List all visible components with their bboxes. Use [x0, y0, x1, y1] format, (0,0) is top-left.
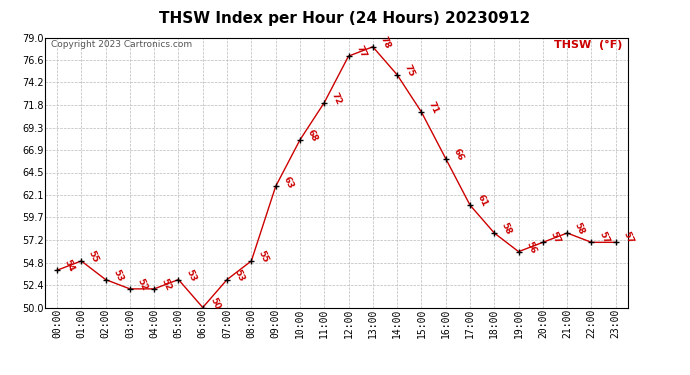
Text: 58: 58 — [500, 221, 513, 236]
Text: 55: 55 — [87, 249, 100, 264]
Text: 71: 71 — [427, 100, 440, 116]
Text: 57: 57 — [549, 231, 562, 246]
Text: THSW  (°F): THSW (°F) — [553, 40, 622, 50]
Text: Copyright 2023 Cartronics.com: Copyright 2023 Cartronics.com — [50, 40, 192, 49]
Text: 53: 53 — [184, 268, 197, 283]
Text: 68: 68 — [306, 128, 319, 143]
Text: THSW Index per Hour (24 Hours) 20230912: THSW Index per Hour (24 Hours) 20230912 — [159, 11, 531, 26]
Text: 78: 78 — [378, 35, 392, 50]
Text: 56: 56 — [524, 240, 538, 255]
Text: 63: 63 — [282, 175, 295, 190]
Text: 61: 61 — [475, 194, 489, 208]
Text: 57: 57 — [621, 231, 635, 246]
Text: 53: 53 — [111, 268, 125, 283]
Text: 66: 66 — [451, 147, 464, 162]
Text: 52: 52 — [135, 277, 149, 292]
Text: 50: 50 — [208, 296, 221, 311]
Text: 72: 72 — [330, 91, 344, 106]
Text: 75: 75 — [403, 63, 416, 78]
Text: 54: 54 — [63, 258, 76, 274]
Text: 58: 58 — [573, 221, 586, 236]
Text: 52: 52 — [159, 277, 173, 292]
Text: 55: 55 — [257, 249, 270, 264]
Text: 77: 77 — [354, 44, 368, 60]
Text: 53: 53 — [233, 268, 246, 283]
Text: 57: 57 — [597, 231, 611, 246]
